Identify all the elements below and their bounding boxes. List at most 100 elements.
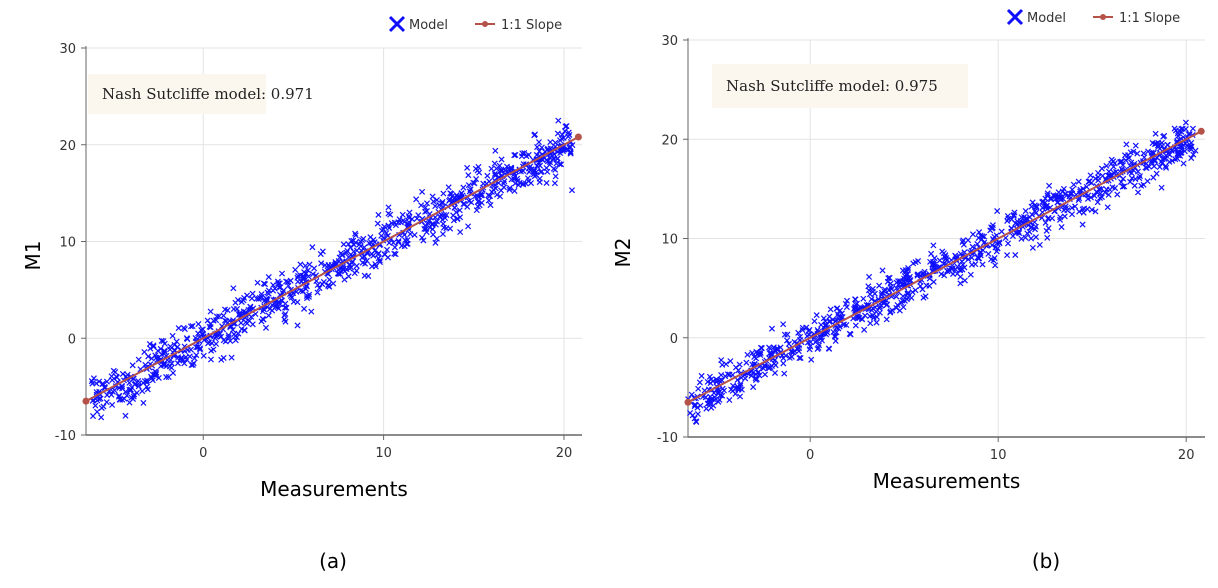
- data-point: [726, 397, 733, 404]
- data-point: [319, 281, 326, 288]
- data-point: [1046, 182, 1053, 189]
- data-point: [1045, 214, 1052, 221]
- data-point: [912, 287, 919, 294]
- data-point: [1071, 203, 1079, 210]
- data-point: [991, 255, 998, 262]
- data-point: [90, 375, 97, 382]
- data-point: [181, 326, 188, 333]
- data-point: [713, 376, 720, 383]
- data-point: [168, 364, 175, 371]
- data-point: [1036, 241, 1043, 248]
- data-point: [1029, 211, 1036, 218]
- data-point: [503, 163, 510, 170]
- data-point: [419, 188, 426, 195]
- data-point: [1161, 132, 1168, 139]
- data-point: [816, 342, 823, 349]
- data-point: [1012, 220, 1019, 227]
- data-point: [687, 410, 694, 417]
- data-point: [247, 304, 254, 311]
- data-point: [565, 129, 572, 136]
- data-point: [1178, 143, 1185, 150]
- y-tick-label: 10: [661, 233, 678, 248]
- data-point: [818, 337, 826, 344]
- data-point: [1032, 226, 1039, 233]
- data-point: [985, 250, 992, 257]
- data-point: [833, 305, 840, 312]
- data-point: [903, 268, 910, 275]
- data-point: [179, 356, 186, 363]
- slope-point: [574, 133, 582, 141]
- data-point: [755, 369, 762, 376]
- data-point: [453, 192, 460, 199]
- data-point: [915, 258, 922, 265]
- data-point: [375, 250, 382, 257]
- slope-line: [85, 136, 579, 403]
- data-point: [229, 326, 236, 333]
- data-point: [1179, 125, 1186, 132]
- data-point: [1152, 130, 1159, 137]
- data-point: [1151, 163, 1158, 170]
- y-tick-label: 20: [59, 139, 76, 154]
- y-tick-label: 30: [59, 42, 76, 57]
- data-point: [423, 208, 430, 215]
- data-point: [942, 252, 949, 259]
- data-point: [301, 305, 308, 312]
- data-point: [783, 337, 791, 344]
- data-point: [470, 179, 477, 186]
- data-point: [1079, 221, 1086, 228]
- data-point: [511, 187, 518, 194]
- data-point: [230, 285, 237, 292]
- data-point: [981, 233, 988, 240]
- data-point: [1106, 186, 1113, 193]
- data-point: [766, 364, 773, 371]
- data-point: [826, 345, 833, 352]
- data-point: [1144, 178, 1151, 185]
- data-point: [220, 337, 227, 344]
- data-point: [418, 202, 425, 209]
- data-point: [383, 246, 391, 253]
- data-point: [768, 362, 775, 370]
- data-point: [853, 300, 860, 307]
- data-point: [866, 273, 873, 280]
- data-point: [865, 287, 873, 294]
- data-point: [691, 401, 698, 408]
- data-point: [1181, 148, 1188, 155]
- data-point: [1182, 119, 1189, 126]
- y-tick-label: 20: [661, 133, 678, 148]
- data-point: [876, 309, 883, 316]
- data-point: [167, 346, 174, 353]
- data-point: [806, 346, 813, 353]
- data-point: [363, 257, 370, 264]
- data-point: [433, 235, 440, 242]
- data-point: [1085, 192, 1092, 199]
- data-point: [796, 355, 803, 362]
- data-point: [429, 193, 436, 200]
- data-point: [869, 312, 876, 319]
- data-point: [265, 274, 272, 281]
- data-point: [748, 372, 755, 379]
- data-point: [305, 273, 312, 280]
- data-point: [720, 387, 728, 394]
- data-point: [413, 196, 420, 203]
- data-point: [879, 267, 886, 274]
- data-point: [248, 313, 255, 320]
- data-point: [260, 280, 267, 287]
- data-point: [900, 281, 908, 288]
- data-point: [766, 350, 773, 357]
- data-point: [439, 200, 446, 207]
- data-point: [965, 237, 972, 244]
- data-point: [826, 318, 833, 325]
- legend-model-marker: [388, 15, 406, 33]
- data-point: [768, 350, 775, 357]
- data-point: [1044, 190, 1051, 197]
- data-point: [818, 321, 825, 328]
- data-point: [183, 335, 190, 342]
- data-point: [264, 289, 271, 296]
- data-point: [414, 215, 421, 222]
- data-point: [795, 329, 802, 336]
- data-point: [144, 379, 151, 386]
- data-point: [244, 320, 251, 327]
- data-point: [325, 282, 332, 289]
- data-point: [153, 369, 160, 376]
- data-point: [161, 361, 168, 368]
